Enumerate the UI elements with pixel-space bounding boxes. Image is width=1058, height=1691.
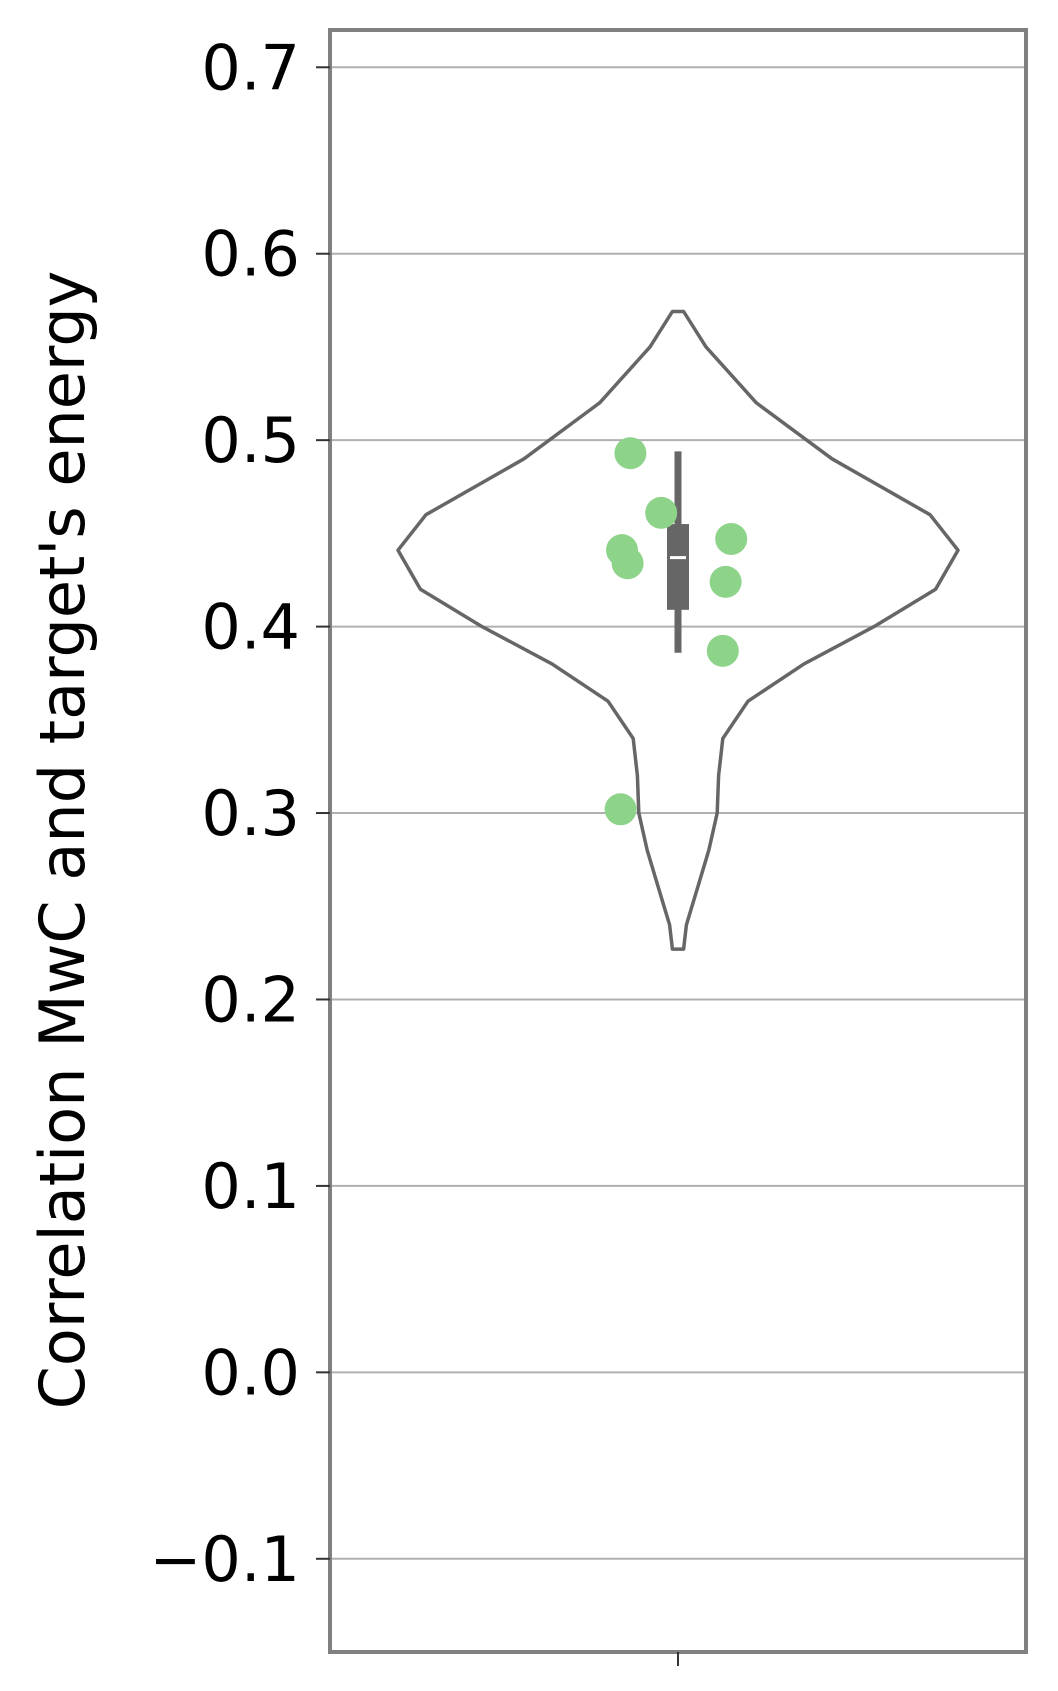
violin-body <box>396 309 960 951</box>
y-ticks: −0.1 0.0 0.1 0.2 0.3 0.4 0.5 0.6 0.7 <box>149 31 330 1596</box>
y-tick-label: 0.6 <box>201 218 300 291</box>
box-layer <box>667 451 689 653</box>
data-point <box>715 522 748 555</box>
data-point <box>604 793 637 826</box>
violin-layer <box>396 309 960 951</box>
y-axis-title: Correlation MwC and target's energy <box>26 271 99 1410</box>
box-iqr <box>667 524 689 610</box>
plot-frame <box>328 28 1028 1654</box>
y-tick-label: 0.2 <box>201 963 300 1036</box>
y-tick-label: 0.3 <box>201 777 300 850</box>
data-point <box>645 496 678 529</box>
grid-lines <box>330 66 1026 1560</box>
y-tick-label: 0.0 <box>201 1336 300 1409</box>
data-point <box>706 634 739 667</box>
data-point <box>709 565 742 598</box>
points-layer <box>604 437 748 826</box>
y-tick-label: 0.4 <box>201 591 300 664</box>
y-tick-label: −0.1 <box>149 1523 300 1596</box>
y-tick-label: 0.1 <box>201 1150 300 1223</box>
y-tick-label: 0.5 <box>201 404 300 477</box>
data-point <box>611 547 644 580</box>
data-point <box>614 437 647 470</box>
y-tick-label: 0.7 <box>201 31 300 104</box>
